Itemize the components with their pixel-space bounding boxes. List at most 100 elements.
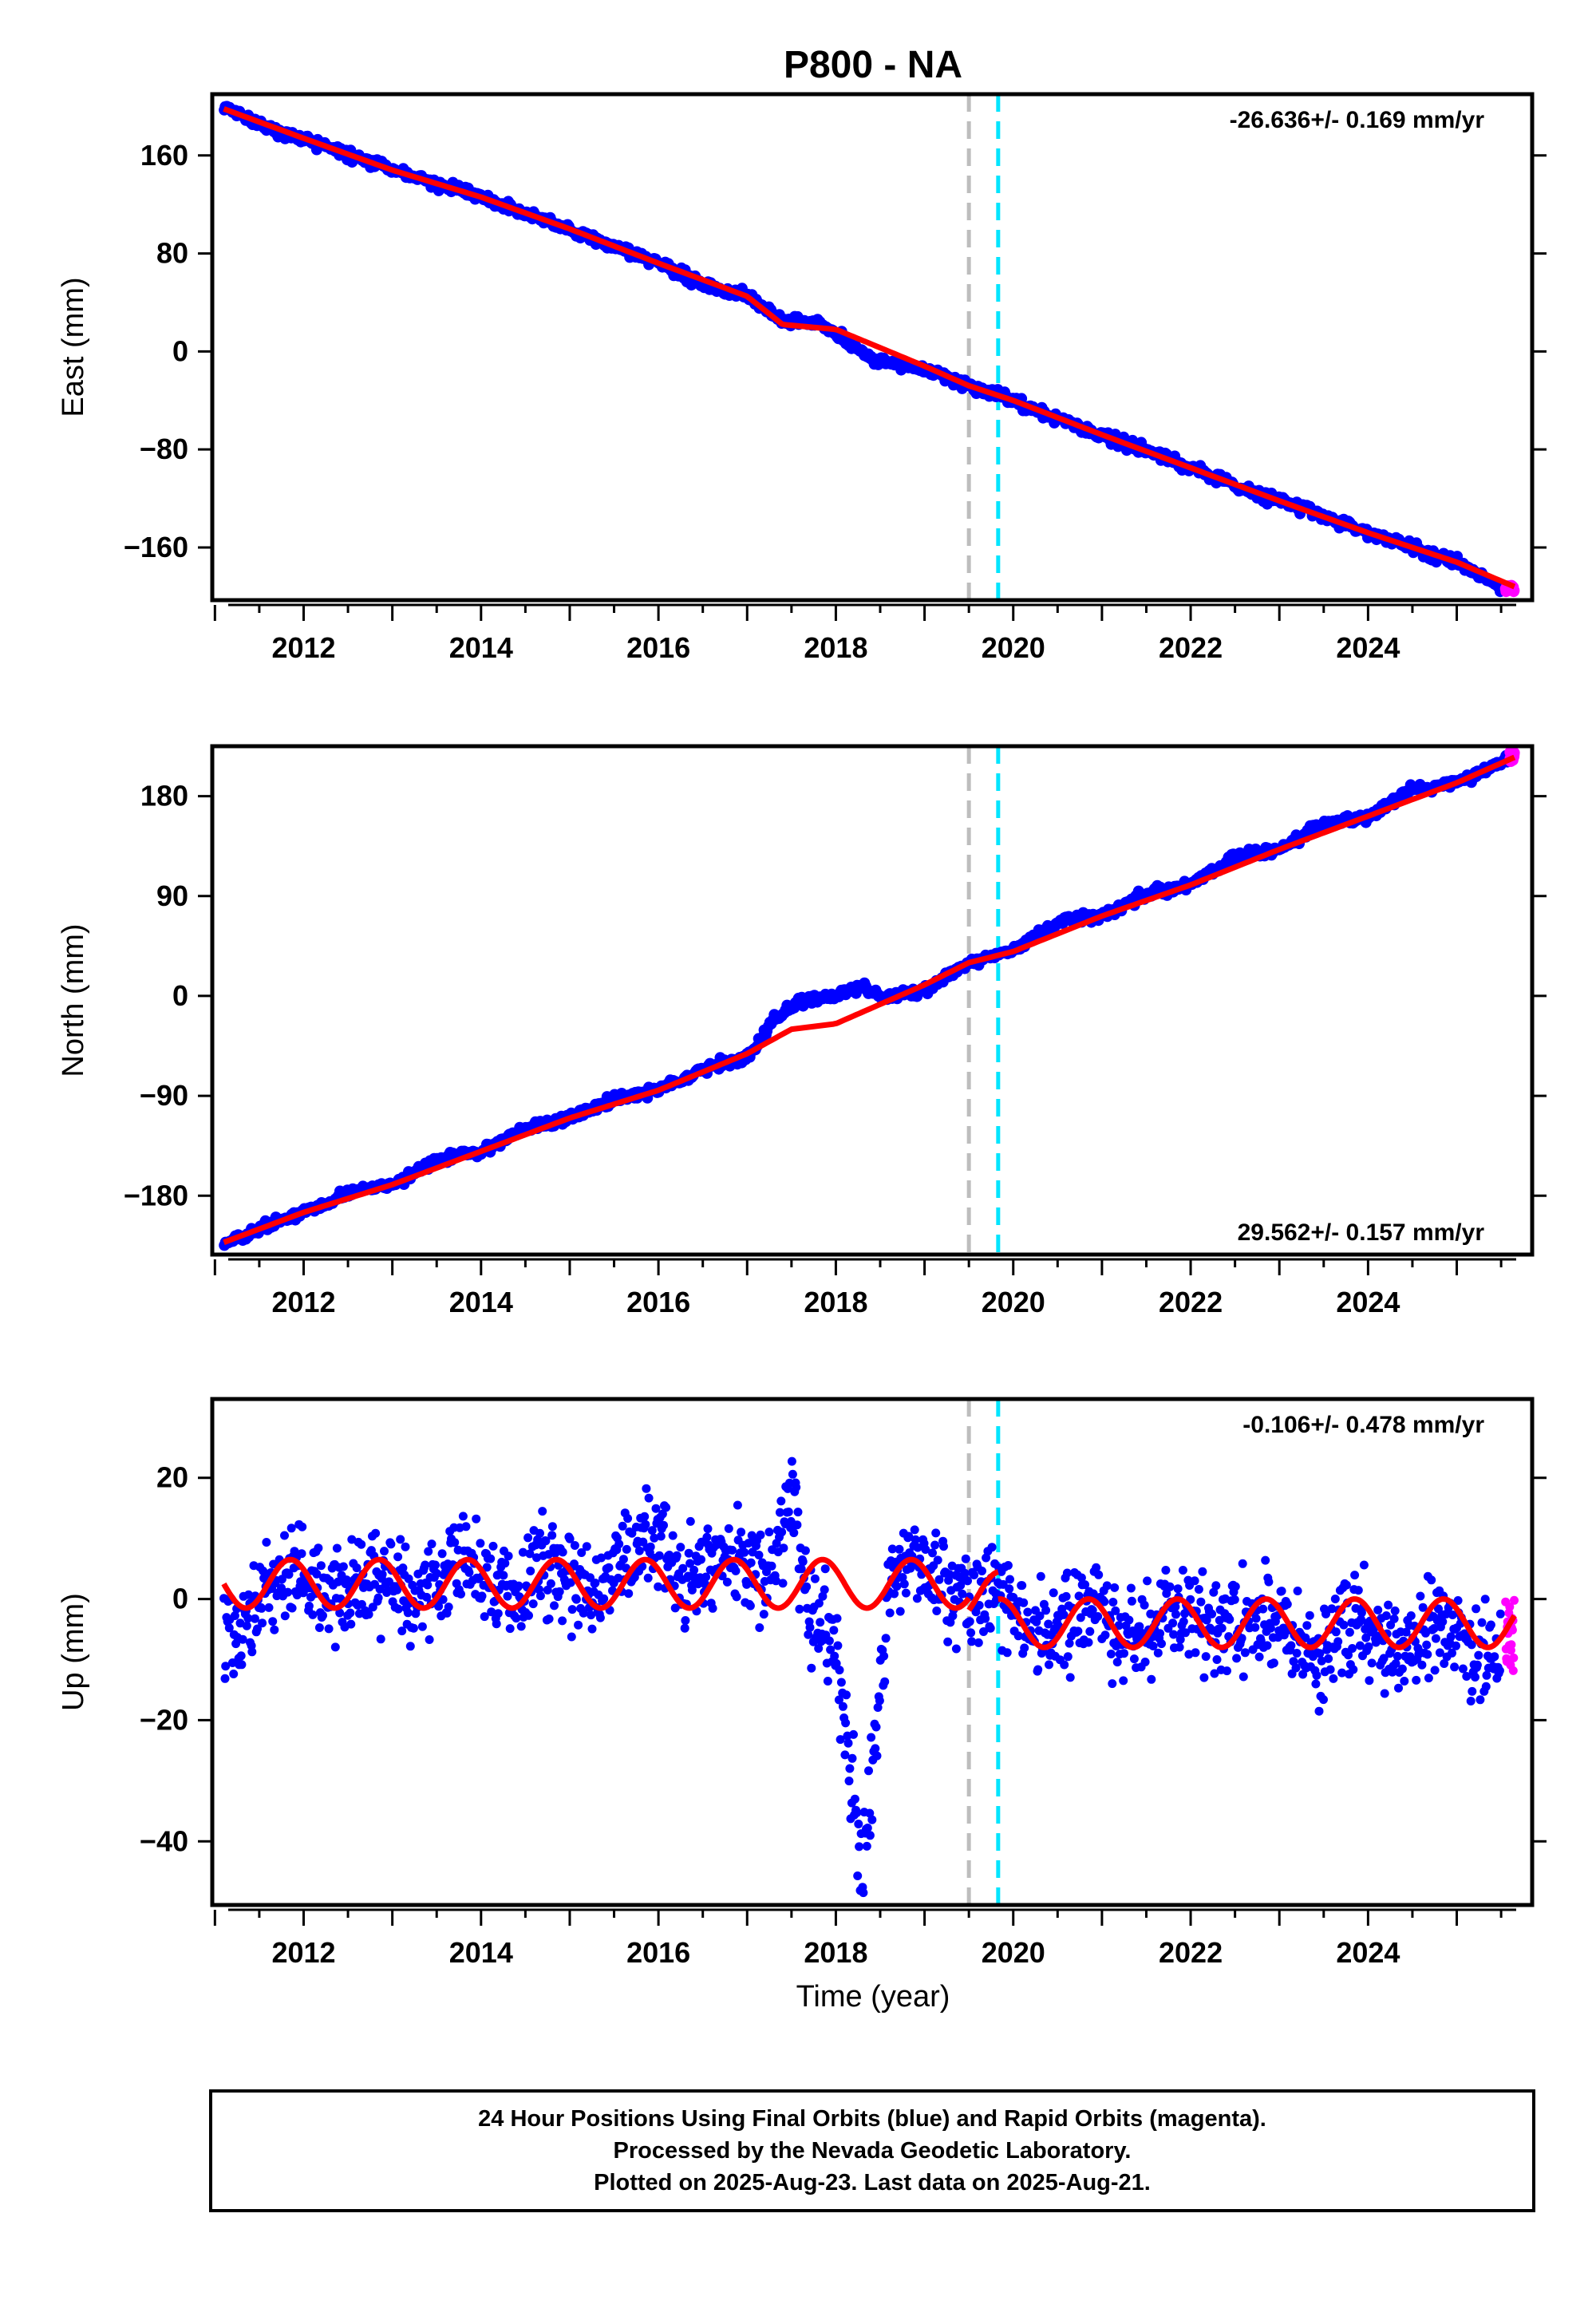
data-point xyxy=(1207,1609,1217,1618)
series-model-fit-segment xyxy=(221,1556,972,1611)
data-point xyxy=(862,1841,871,1851)
data-point xyxy=(853,1871,863,1880)
data-point xyxy=(373,1593,383,1603)
x-tick-label: 2020 xyxy=(982,1936,1045,1969)
data-point xyxy=(1209,1587,1219,1597)
data-point xyxy=(1251,1614,1261,1623)
data-point xyxy=(298,1522,307,1531)
data-point xyxy=(689,1565,699,1575)
x-tick-label: 2022 xyxy=(1159,1286,1223,1318)
data-point xyxy=(1190,1576,1199,1586)
x-tick-label: 2022 xyxy=(1159,631,1223,664)
data-point xyxy=(871,1744,880,1753)
data-point xyxy=(1223,1666,1231,1676)
data-point xyxy=(618,1555,628,1564)
data-point xyxy=(932,1607,942,1615)
data-point xyxy=(526,1567,535,1575)
series-model-fit xyxy=(223,106,1516,590)
data-point xyxy=(1065,1673,1075,1682)
data-point xyxy=(1092,1563,1101,1572)
data-point xyxy=(535,1528,544,1538)
data-point xyxy=(1212,1655,1222,1664)
data-point xyxy=(431,1560,440,1570)
data-point xyxy=(247,1647,257,1657)
data-point xyxy=(597,1553,606,1563)
data-point xyxy=(960,1568,970,1578)
data-point xyxy=(654,1582,663,1591)
data-point xyxy=(678,1563,688,1573)
data-point xyxy=(816,1618,825,1627)
data-point xyxy=(875,1696,884,1705)
data-point xyxy=(1431,1634,1440,1643)
data-point xyxy=(1474,1650,1483,1660)
data-point xyxy=(904,1531,914,1541)
rate-label: -26.636+/- 0.169 mm/yr xyxy=(1230,107,1485,133)
data-point xyxy=(732,1592,741,1602)
y-tick-label: 0 xyxy=(172,334,188,367)
y-tick-label: 80 xyxy=(156,237,188,270)
data-point xyxy=(393,1552,403,1562)
data-point xyxy=(1198,1567,1207,1576)
y-tick-label: 90 xyxy=(156,879,188,912)
data-point xyxy=(1178,1566,1187,1575)
data-point xyxy=(304,1601,314,1611)
data-point xyxy=(268,1617,278,1626)
data-point xyxy=(805,1622,815,1632)
data-point xyxy=(804,1630,813,1639)
data-point xyxy=(1417,1660,1427,1670)
data-point xyxy=(493,1609,503,1618)
data-point xyxy=(640,1512,650,1521)
x-tick-label: 2012 xyxy=(271,631,335,664)
data-point xyxy=(312,1569,322,1579)
data-point xyxy=(1480,1595,1490,1604)
data-point xyxy=(642,1484,651,1493)
data-point xyxy=(1400,1677,1409,1686)
data-point xyxy=(708,1603,717,1613)
data-point xyxy=(440,1567,450,1577)
data-point xyxy=(1345,1627,1354,1637)
data-point xyxy=(1237,1634,1246,1643)
data-point xyxy=(499,1571,508,1580)
data-point xyxy=(1033,1665,1043,1674)
data-point xyxy=(1231,1582,1240,1591)
data-point xyxy=(244,1590,253,1599)
data-point xyxy=(357,1539,366,1549)
y-tick-label: 180 xyxy=(140,780,188,812)
data-point xyxy=(899,1579,909,1589)
data-point xyxy=(450,1538,460,1547)
data-point xyxy=(1266,1623,1275,1633)
data-point xyxy=(1397,1664,1407,1674)
data-point xyxy=(1005,1584,1014,1594)
data-point xyxy=(792,1483,801,1492)
data-point xyxy=(807,1663,816,1673)
data-point xyxy=(280,1531,289,1540)
data-point xyxy=(1201,1652,1211,1662)
data-point xyxy=(270,1625,279,1634)
data-point xyxy=(1181,1628,1190,1638)
data-point xyxy=(1258,1604,1268,1614)
data-point xyxy=(404,1574,413,1583)
footer-line-2: Processed by the Nevada Geodetic Laborat… xyxy=(613,2138,1132,2164)
data-point xyxy=(687,1585,697,1595)
data-point xyxy=(1424,1674,1433,1683)
data-point xyxy=(659,1520,668,1530)
data-point xyxy=(503,1591,512,1601)
data-point xyxy=(432,1569,441,1578)
data-point xyxy=(1093,1612,1103,1621)
data-point xyxy=(943,1637,953,1646)
data-point xyxy=(966,1628,976,1638)
data-point xyxy=(1094,1570,1104,1579)
data-point xyxy=(1100,1630,1110,1640)
data-point xyxy=(1161,1566,1171,1575)
data-point xyxy=(595,1613,605,1622)
data-point xyxy=(963,1576,972,1586)
data-point xyxy=(624,1589,634,1599)
data-point xyxy=(702,1532,712,1542)
data-point xyxy=(789,1528,799,1538)
data-point xyxy=(332,1543,342,1553)
data-point xyxy=(755,1623,764,1632)
data-point xyxy=(1127,1596,1136,1606)
data-point xyxy=(775,1508,784,1517)
data-point xyxy=(1148,1642,1158,1650)
data-point xyxy=(685,1516,695,1526)
